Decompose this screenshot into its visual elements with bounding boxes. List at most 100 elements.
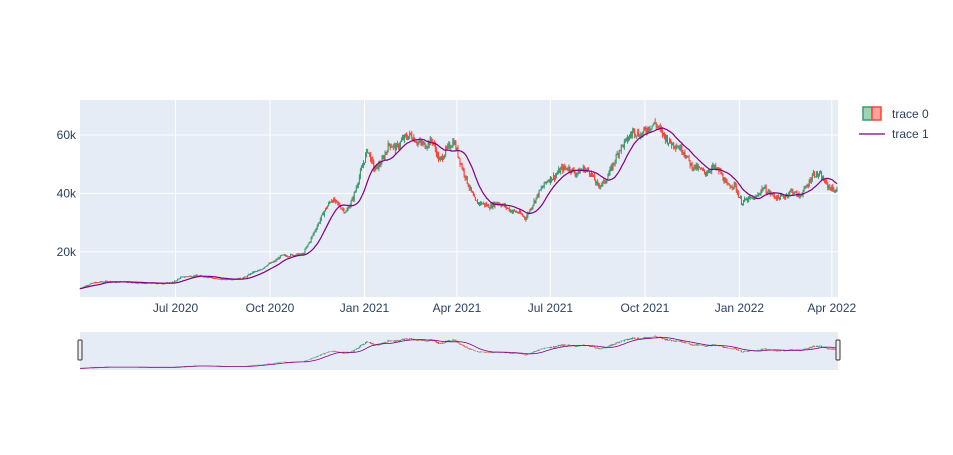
candle[interactable] xyxy=(543,181,545,189)
candle[interactable] xyxy=(707,170,709,177)
candle[interactable] xyxy=(650,128,652,132)
candle[interactable] xyxy=(277,256,279,260)
candle[interactable] xyxy=(91,282,93,284)
candle[interactable] xyxy=(281,254,283,256)
candle[interactable] xyxy=(822,175,824,180)
candle[interactable] xyxy=(404,134,406,144)
candle[interactable] xyxy=(273,260,275,263)
candle[interactable] xyxy=(253,271,255,274)
candle[interactable] xyxy=(304,248,306,255)
candle[interactable] xyxy=(745,198,747,201)
candle[interactable] xyxy=(563,164,565,173)
candle[interactable] xyxy=(749,195,751,200)
candle[interactable] xyxy=(185,276,187,278)
candle[interactable] xyxy=(511,209,513,215)
candle[interactable] xyxy=(795,191,797,193)
candle[interactable] xyxy=(316,224,318,230)
candle[interactable] xyxy=(395,142,397,151)
candle[interactable] xyxy=(375,166,377,171)
candle[interactable] xyxy=(495,202,497,204)
candle[interactable] xyxy=(549,175,551,185)
candle[interactable] xyxy=(370,151,372,163)
candle[interactable] xyxy=(586,167,588,173)
candle[interactable] xyxy=(297,253,299,255)
candle[interactable] xyxy=(337,201,339,206)
candle[interactable] xyxy=(651,125,653,130)
candle[interactable] xyxy=(763,186,765,190)
candle[interactable] xyxy=(216,278,218,280)
candle[interactable] xyxy=(645,125,647,135)
candle[interactable] xyxy=(336,199,338,204)
candle[interactable] xyxy=(544,181,546,184)
candle[interactable] xyxy=(269,262,271,265)
candle[interactable] xyxy=(352,195,354,202)
candle[interactable] xyxy=(218,278,220,280)
candle[interactable] xyxy=(182,276,184,278)
candle[interactable] xyxy=(643,126,645,134)
candle[interactable] xyxy=(211,277,213,279)
candle[interactable] xyxy=(542,185,544,188)
candle[interactable] xyxy=(189,275,191,277)
candle[interactable] xyxy=(191,276,193,278)
candle[interactable] xyxy=(396,140,398,148)
candle[interactable] xyxy=(631,131,633,139)
candle[interactable] xyxy=(777,194,779,200)
candle[interactable] xyxy=(405,133,407,138)
candle[interactable] xyxy=(576,172,578,178)
legend-item-trace-0[interactable]: trace 0 xyxy=(862,106,929,121)
candle[interactable] xyxy=(403,134,405,141)
candle[interactable] xyxy=(479,201,481,207)
candle[interactable] xyxy=(791,188,793,193)
candle[interactable] xyxy=(391,146,393,148)
candle[interactable] xyxy=(816,170,818,178)
candle[interactable] xyxy=(828,184,830,191)
candle[interactable] xyxy=(93,282,95,284)
candle[interactable] xyxy=(357,182,359,189)
candle[interactable] xyxy=(464,175,466,182)
candle[interactable] xyxy=(444,154,446,159)
candle[interactable] xyxy=(324,207,326,212)
candle[interactable] xyxy=(263,267,265,270)
candle[interactable] xyxy=(84,285,86,288)
candle[interactable] xyxy=(685,154,687,160)
candle[interactable] xyxy=(805,185,807,189)
candle[interactable] xyxy=(259,269,261,271)
candle[interactable] xyxy=(329,200,331,205)
candle[interactable] xyxy=(521,212,523,215)
candle[interactable] xyxy=(353,191,355,202)
candle[interactable] xyxy=(567,166,569,172)
candle[interactable] xyxy=(257,269,259,272)
candle[interactable] xyxy=(422,140,424,147)
candle[interactable] xyxy=(456,147,458,151)
candle[interactable] xyxy=(195,274,197,277)
candle[interactable] xyxy=(247,273,249,276)
candle[interactable] xyxy=(762,187,764,192)
candle[interactable] xyxy=(442,153,444,163)
candle[interactable] xyxy=(699,167,701,170)
candle[interactable] xyxy=(365,152,367,164)
candle[interactable] xyxy=(423,141,425,145)
candle[interactable] xyxy=(407,134,409,141)
candle[interactable] xyxy=(607,173,609,181)
candle[interactable] xyxy=(698,165,700,169)
candle[interactable] xyxy=(424,142,426,150)
candle[interactable] xyxy=(309,241,311,244)
candle[interactable] xyxy=(255,270,257,273)
candle[interactable] xyxy=(214,277,216,280)
candle[interactable] xyxy=(520,209,522,215)
candle[interactable] xyxy=(87,284,89,287)
candle[interactable] xyxy=(92,282,94,284)
candle[interactable] xyxy=(566,168,568,171)
candle[interactable] xyxy=(518,211,520,214)
range-slider-right-handle[interactable] xyxy=(835,339,841,361)
candle[interactable] xyxy=(827,182,829,191)
candle[interactable] xyxy=(660,125,662,133)
candle[interactable] xyxy=(486,201,488,207)
candle[interactable] xyxy=(662,132,664,137)
candle[interactable] xyxy=(272,261,274,263)
candle[interactable] xyxy=(258,269,260,272)
candle[interactable] xyxy=(178,278,180,280)
candle[interactable] xyxy=(290,253,292,257)
candle[interactable] xyxy=(575,172,577,179)
candle[interactable] xyxy=(343,208,345,214)
